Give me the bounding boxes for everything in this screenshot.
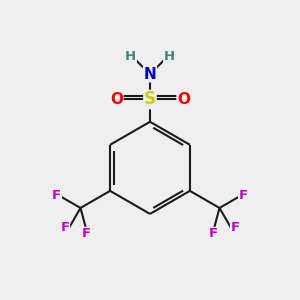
- Text: F: F: [60, 221, 70, 234]
- Text: N: N: [144, 67, 156, 82]
- Text: F: F: [52, 189, 61, 202]
- Text: H: H: [125, 50, 136, 63]
- Text: F: F: [82, 227, 91, 240]
- Text: H: H: [164, 50, 175, 63]
- Text: F: F: [239, 189, 248, 202]
- Text: O: O: [110, 92, 123, 107]
- Text: F: F: [230, 221, 240, 234]
- Text: F: F: [209, 227, 218, 240]
- Text: O: O: [177, 92, 190, 107]
- Text: S: S: [144, 91, 156, 109]
